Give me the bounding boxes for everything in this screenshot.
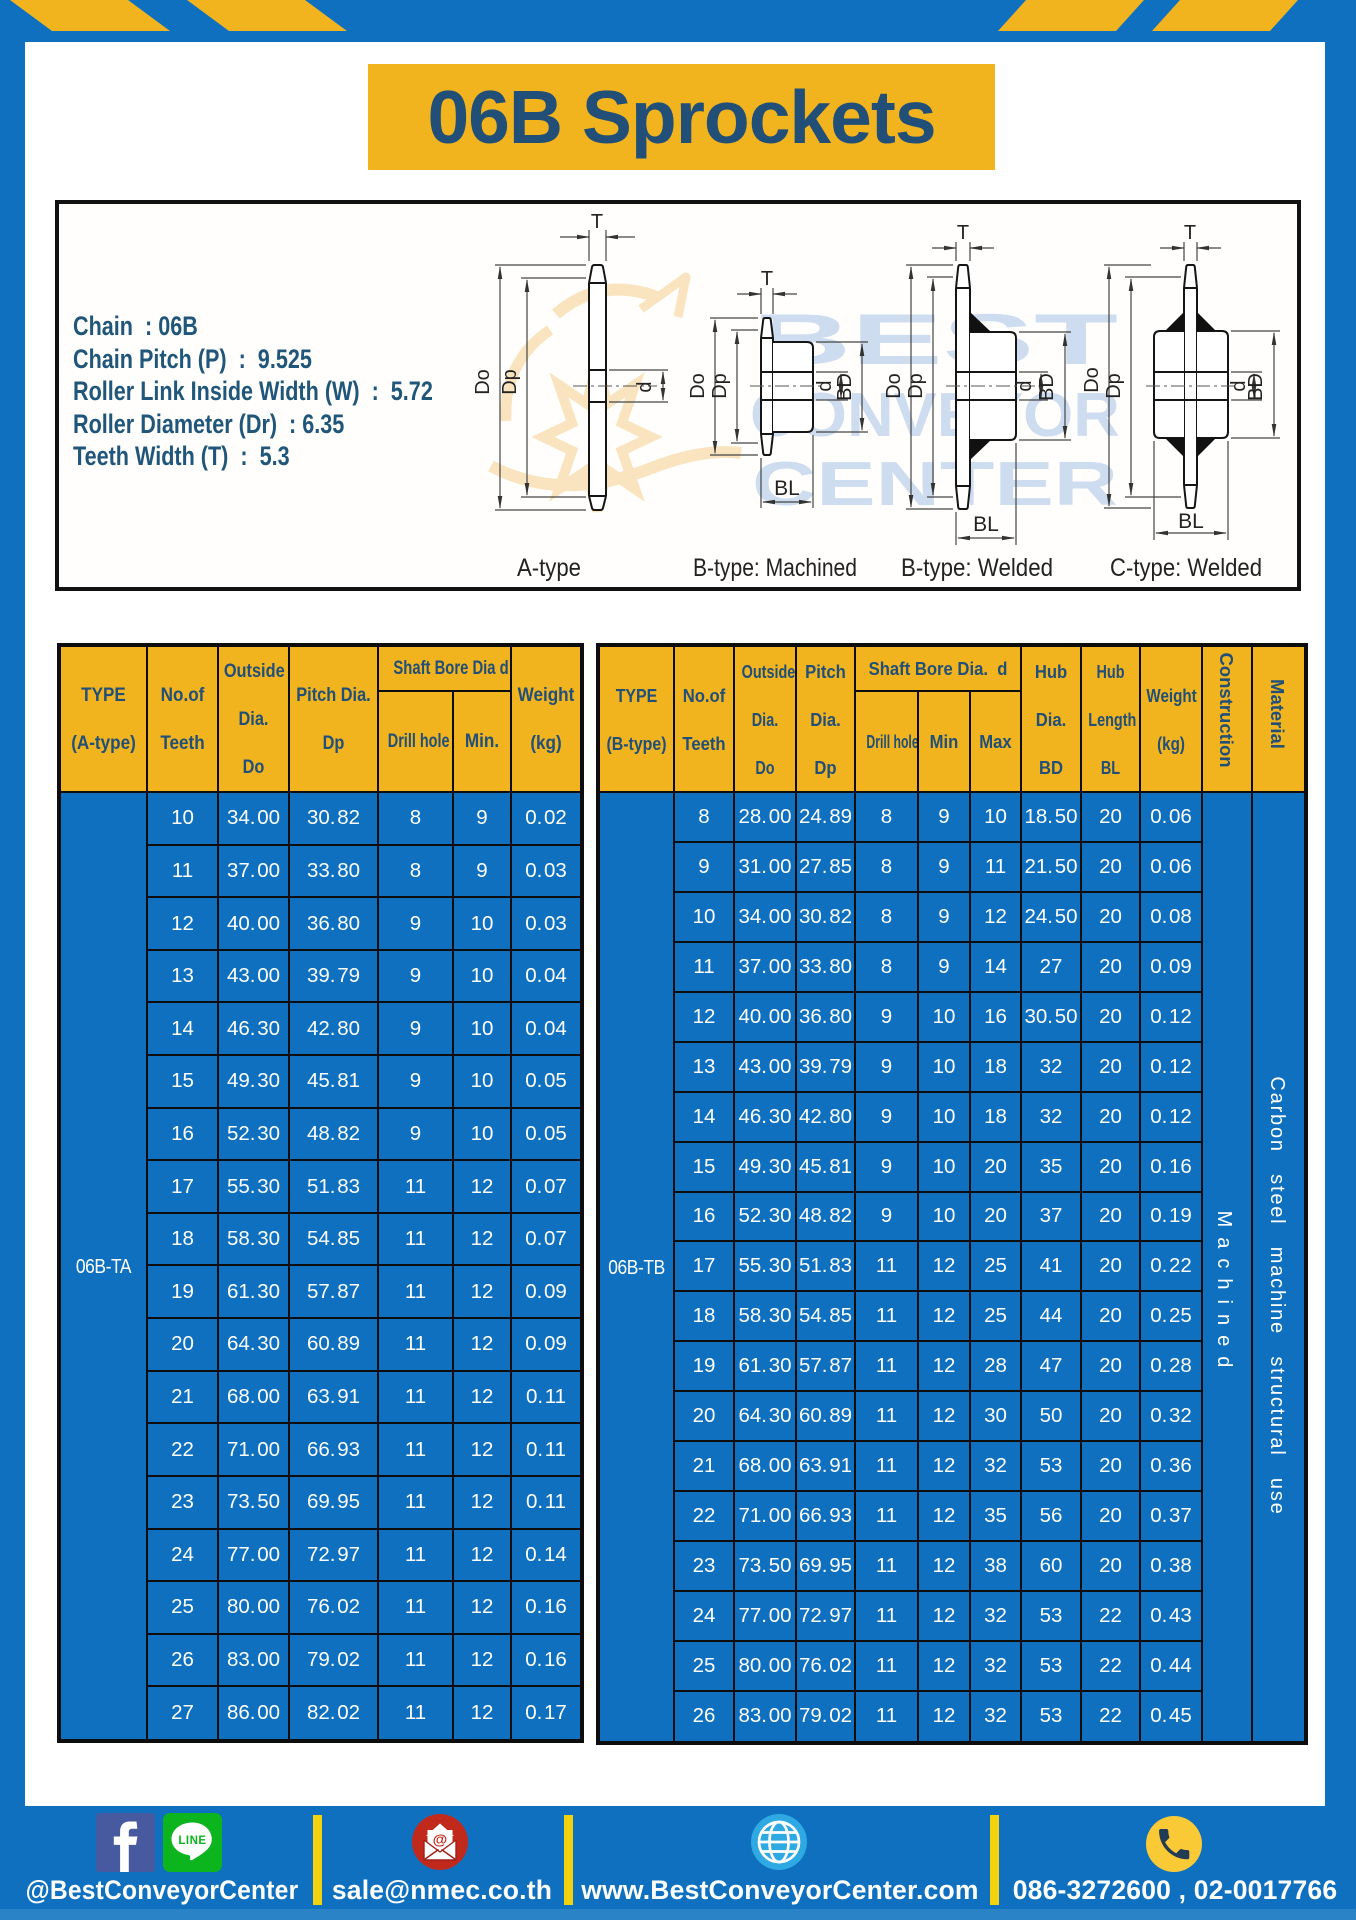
svg-text:@: @: [433, 1832, 448, 1849]
svg-text:d: d: [814, 380, 836, 391]
svg-text:Dp: Dp: [905, 373, 927, 399]
svg-text:T: T: [591, 211, 603, 233]
svg-text:LINE: LINE: [178, 1835, 206, 1847]
svg-text:BD: BD: [834, 373, 856, 401]
svg-text:BL: BL: [973, 513, 999, 536]
svg-text:BL: BL: [1178, 510, 1204, 533]
svg-text:d: d: [1228, 380, 1250, 391]
svg-text:Do: Do: [687, 373, 709, 399]
svg-text:BL: BL: [774, 477, 800, 500]
svg-text:Do: Do: [1081, 367, 1103, 393]
svg-text:Do: Do: [472, 369, 494, 395]
svg-text:d: d: [634, 381, 656, 392]
svg-text:T: T: [761, 268, 773, 290]
svg-text:C-type: Welded: C-type: Welded: [1110, 554, 1262, 582]
svg-text:Do: Do: [883, 373, 905, 399]
svg-text:BD: BD: [1036, 373, 1058, 401]
svg-text:BD: BD: [1245, 373, 1267, 401]
svg-text:B-type: Machined: B-type: Machined: [693, 554, 857, 582]
svg-text:A-type: A-type: [517, 554, 581, 582]
svg-text:B-type: Welded: B-type: Welded: [901, 554, 1053, 582]
svg-text:Dp: Dp: [1103, 373, 1125, 399]
svg-text:Dp: Dp: [709, 373, 731, 399]
svg-text:T: T: [1184, 222, 1196, 244]
svg-text:T: T: [957, 222, 969, 244]
svg-text:d: d: [1014, 380, 1036, 391]
svg-text:Dp: Dp: [499, 369, 521, 395]
